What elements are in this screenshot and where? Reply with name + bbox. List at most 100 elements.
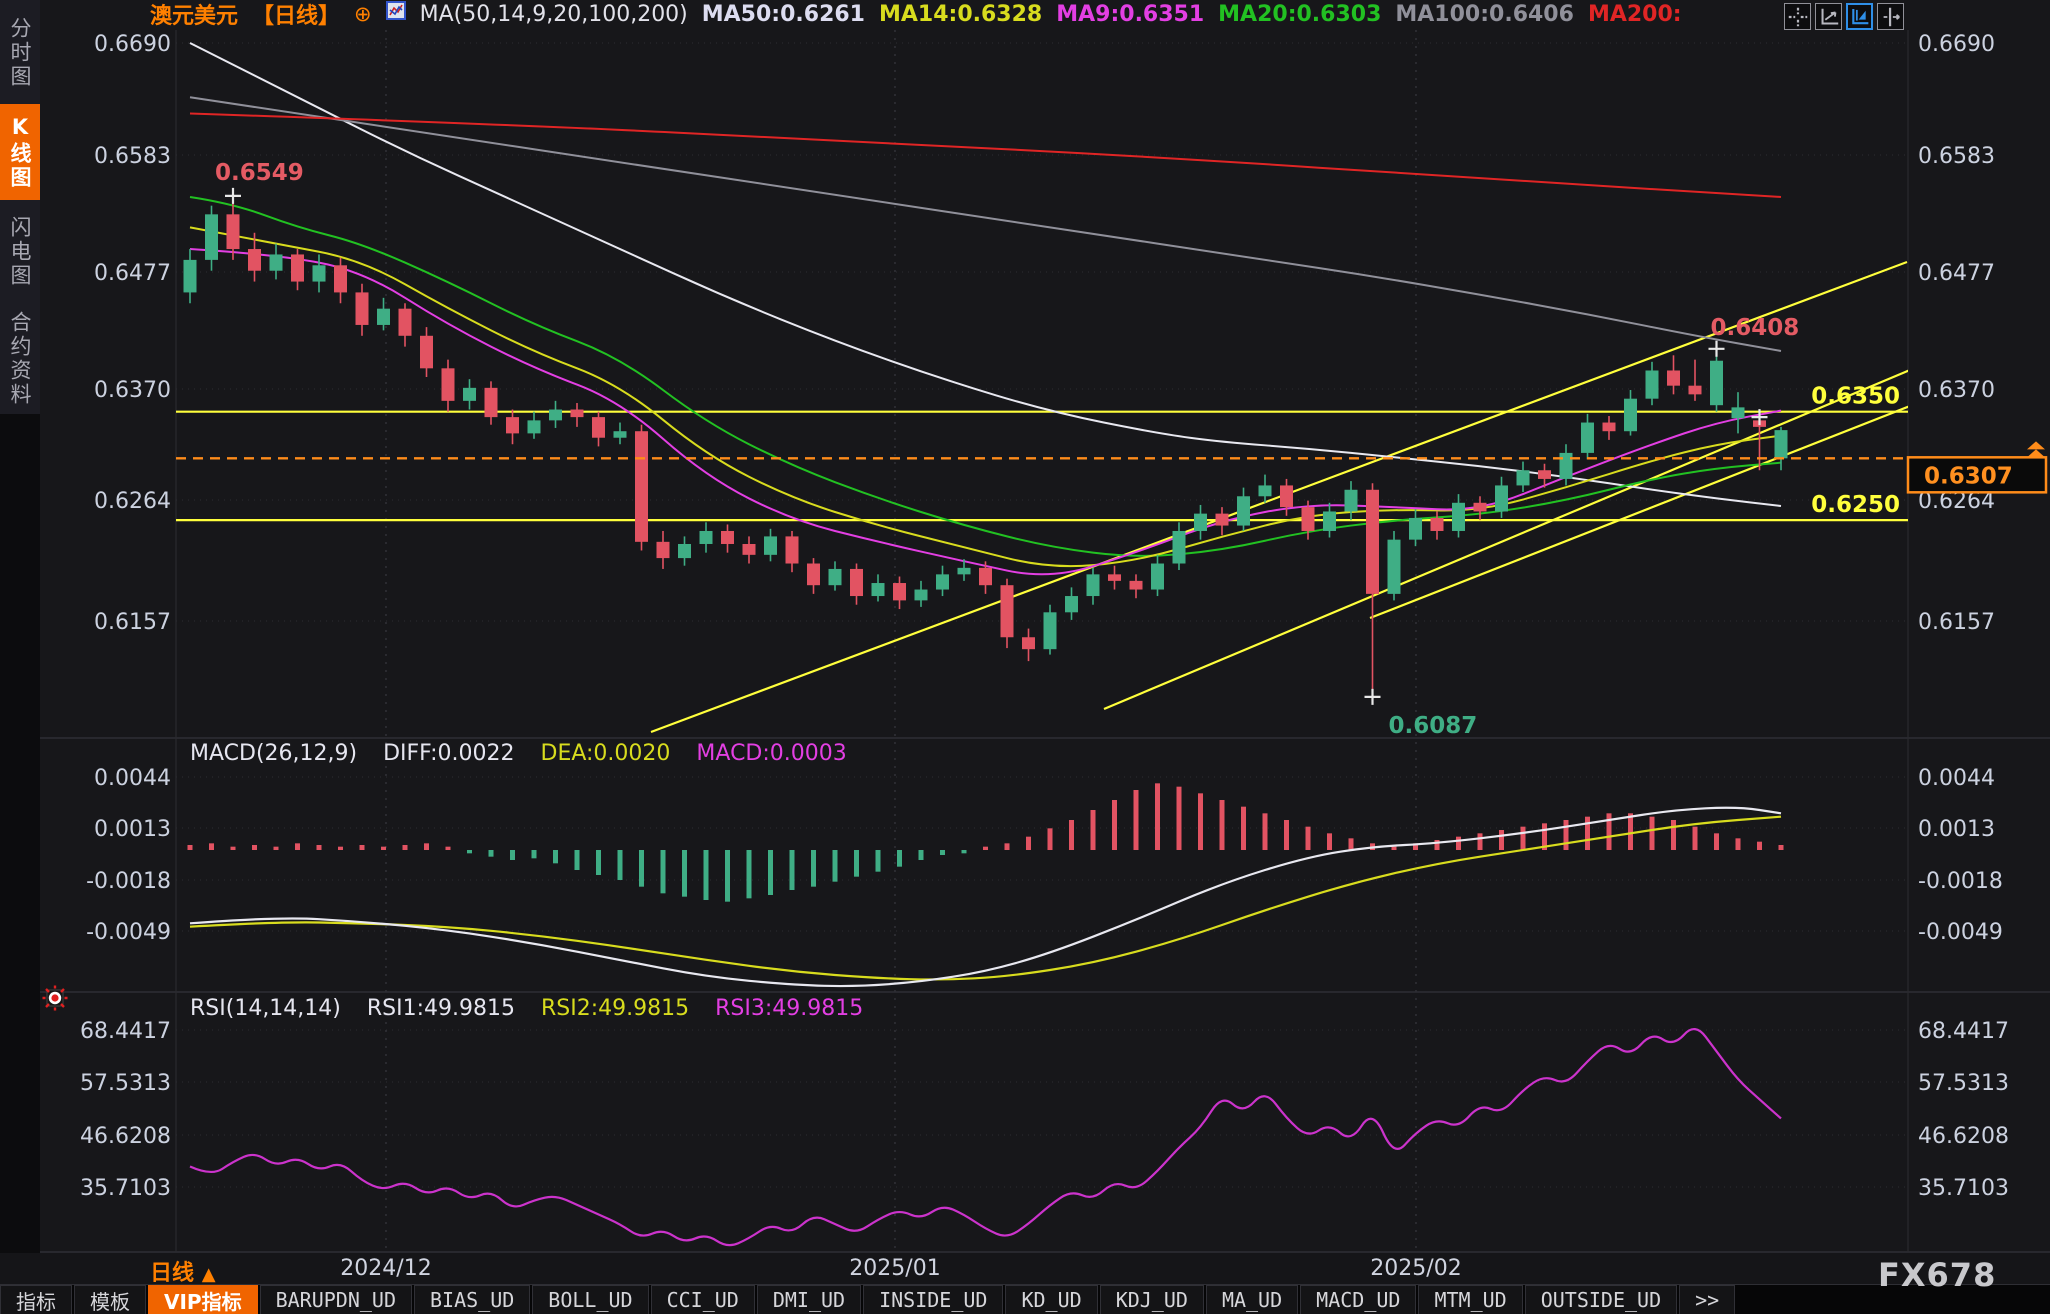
indicator-cci[interactable]: CCI_UD [650,1285,755,1314]
rsi1-value: RSI1:49.9815 [366,996,515,1021]
brand-watermark: FX678 [1878,1256,1997,1294]
rsi-settings-label: RSI(14,14,14) [190,996,341,1021]
tab-templates[interactable]: 模板 [74,1285,146,1314]
alert-icon[interactable] [40,983,70,1017]
main-axis-tick: 0.6370 [94,378,171,403]
rsi-layer [189,1028,1782,1247]
ma-line-ma20 [189,195,1782,557]
price-annotation: 0.6408 [1711,315,1800,341]
rsi-axis-tick: 46.6208 [80,1124,171,1149]
macd-diff-value: DIFF:0.0022 [383,741,515,766]
swing-markers-layer: 0.6549 0.6087 0.6408 [215,160,1799,739]
ma100-value: MA100:0.6406 [1395,1,1574,27]
sidebar-tab-candle-chart[interactable]: K线图 [0,104,40,200]
rsi-axis-tick: 35.7103 [80,1176,171,1201]
rsi-axis-tick: 35.7103 [1918,1176,2009,1201]
rsi-axis-tick: 68.4417 [80,1019,171,1044]
indicator-boll[interactable]: BOLL_UD [532,1285,649,1314]
ma20-value: MA20:0.6303 [1218,1,1382,27]
x-axis-label-jan: 2025/01 [849,1256,941,1281]
macd-axis-tick: -0.0018 [86,869,171,894]
ma200-value: MA200: [1587,1,1682,27]
main-axis-tick: 0.6157 [94,610,171,635]
panel-separators [40,30,2050,1253]
sidebar-tab-time-chart[interactable]: 分时图 [8,17,32,89]
rsi-axis-tick: 68.4417 [1918,1019,2009,1044]
level-label: 0.6250 [1811,492,1900,518]
mini-chart-icon[interactable] [385,0,406,28]
macd-axis-tick: 0.0013 [94,817,171,842]
ma-line-ma100 [189,96,1782,352]
macd-axis-tick: 0.0044 [94,766,171,791]
price-up-arrow-icon [2027,441,2045,458]
ma50-value: MA50:0.6261 [701,1,865,27]
grid-layer: 0.6690 0.6690 0.6583 0.6583 0.6477 0.6477 0.63… [80,30,2009,1250]
axis-zoom-icon[interactable] [1846,3,1873,30]
main-axis-tick: 0.6477 [94,261,171,286]
timeframe-arrow-icon: ▲ [201,1264,216,1285]
ma9-value: MA9:0.6351 [1056,1,1205,27]
main-axis-tick: 0.6690 [1918,32,1995,57]
indicator-toolbar: 指标 模板 VIP指标 BARUPDN_UD BIAS_UD BOLL_UD C… [0,1284,2050,1314]
tab-indicators[interactable]: 指标 [0,1285,72,1314]
rsi-axis-tick: 57.5313 [80,1071,171,1096]
indicator-macd[interactable]: MACD_UD [1300,1285,1417,1314]
x-axis-label-dec: 2024/12 [340,1256,432,1281]
indicator-kdj[interactable]: KDJ_UD [1099,1285,1204,1314]
rsi-axis-tick: 57.5313 [1918,1071,2009,1096]
sidebar-tab-contract-info[interactable]: 合约资料 [8,311,32,407]
timeframe-label: 日线 [150,1261,195,1286]
indicator-kd[interactable]: KD_UD [1005,1285,1098,1314]
tab-vip-indicators[interactable]: VIP指标 [148,1285,258,1314]
left-sidebar: 分时图 K线图 闪电图 合约资料 [0,0,40,414]
main-axis-tick: 0.6157 [1918,610,1995,635]
pan-axis-icon[interactable] [1877,3,1904,30]
ma-line-ma9 [189,248,1782,576]
macd-dea-value: DEA:0.0020 [540,741,671,766]
compare-icon[interactable]: ⊕ [354,2,372,26]
main-axis-tick: 0.6264 [94,489,171,514]
trendlines-layer[interactable] [650,260,1910,734]
indicator-bias[interactable]: BIAS_UD [414,1285,531,1314]
macd-macd-value: MACD:0.0003 [696,741,847,766]
axis-arrow-icon[interactable] [1815,3,1842,30]
ma-lines-layer [189,42,1782,576]
indicator-mtm[interactable]: MTM_UD [1418,1285,1523,1314]
period-label: 【日线】 [252,4,341,29]
rsi2-value: RSI2:49.9815 [541,996,690,1021]
symbol-name: 澳元美元 [150,4,239,29]
indicator-ma[interactable]: MA_UD [1205,1285,1299,1314]
ma-line-ma14 [189,226,1782,568]
main-axis-tick: 0.6370 [1918,378,1995,403]
ma-settings-label: MA(50,14,9,20,100,200) [419,1,688,27]
sidebar-tab-flash-chart[interactable]: 闪电图 [8,216,32,288]
ma14-value: MA14:0.6328 [879,1,1043,27]
crosshair-move-icon[interactable] [1784,3,1811,30]
current-price-box [1906,456,2048,494]
timeframe-button[interactable]: 日线 ▲ [150,1255,216,1287]
candles-layer [183,195,1788,697]
indicator-barupdn[interactable]: BARUPDN_UD [259,1285,412,1314]
price-annotation: 0.6549 [215,160,304,186]
chart-tool-buttons [1784,3,1904,30]
x-axis-label-feb: 2025/02 [1370,1256,1462,1281]
current-price-layer: 0.6307 [176,441,2048,494]
price-annotation: 0.6087 [1389,713,1478,739]
macd-settings-label: MACD(26,12,9) [190,741,358,766]
macd-diff-line [189,806,1782,988]
rsi-line [189,1028,1782,1247]
main-axis-tick: 0.6690 [94,32,171,57]
indicator-dmi[interactable]: DMI_UD [756,1285,862,1314]
indicator-inside[interactable]: INSIDE_UD [863,1285,1004,1314]
more-indicators-button[interactable]: >> [1679,1285,1736,1314]
rsi3-value: RSI3:49.9815 [715,996,864,1021]
macd-axis-tick: 0.0013 [1918,817,1995,842]
macd-header: MACD(26,12,9) DIFF:0.0022 DEA:0.0020 MAC… [190,741,847,766]
macd-layer [187,783,1784,988]
rsi-axis-tick: 46.6208 [1918,1124,2009,1149]
indicator-outside[interactable]: OUTSIDE_UD [1524,1285,1678,1314]
macd-dea-line [189,815,1782,981]
macd-axis-tick: -0.0018 [1918,869,2003,894]
